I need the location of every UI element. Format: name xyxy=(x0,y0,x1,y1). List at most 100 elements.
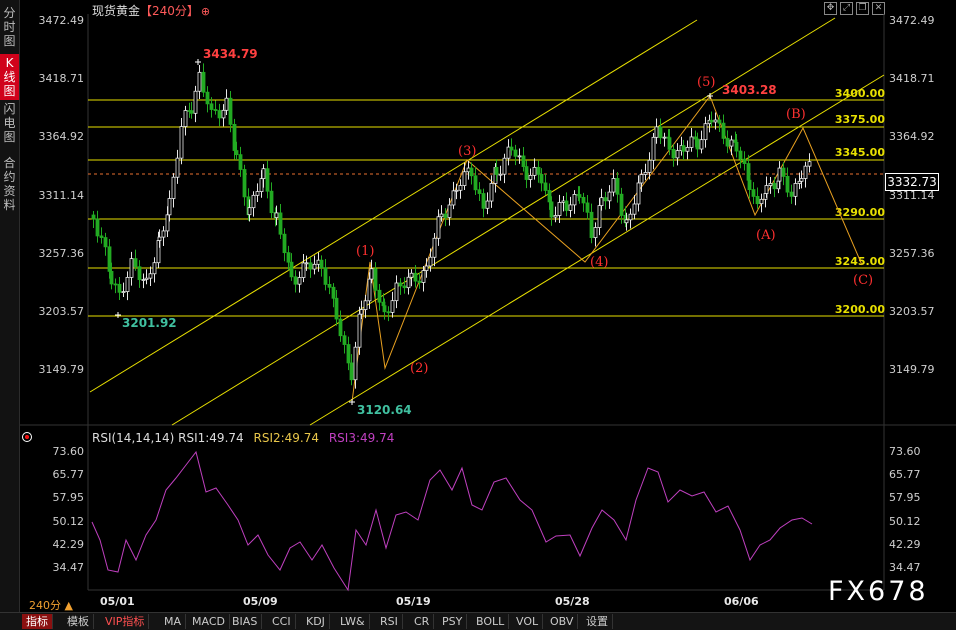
circle-plus-icon[interactable]: ⊕ xyxy=(200,5,211,18)
tab-cci[interactable]: CCI xyxy=(268,614,296,629)
wave-label-2: (2) xyxy=(410,361,428,376)
candle-body xyxy=(308,262,313,270)
candle-body xyxy=(259,178,264,192)
date-label: 05/28 xyxy=(555,595,590,608)
tab-templates[interactable]: 模板 xyxy=(63,614,94,629)
candle-body xyxy=(603,197,608,202)
bottom-toolbar: 指标 模板 VIP指标 MA MACD BIAS CCI KDJ LW& RSI… xyxy=(0,612,956,630)
candle-body xyxy=(382,305,387,313)
candle-body xyxy=(95,218,100,237)
candle-body xyxy=(165,214,170,232)
candle-body xyxy=(386,311,391,314)
sidebar-tab-kline[interactable]: K线图 xyxy=(0,54,19,100)
sidebar-tab-timeshare[interactable]: 分时图 xyxy=(3,6,16,48)
candle-body xyxy=(502,157,507,175)
candle-body xyxy=(632,203,637,215)
tab-settings[interactable]: 设置 xyxy=(582,614,613,629)
candle-body xyxy=(224,97,229,111)
left-sidebar: 分时图 K线图 闪电图 合约资料 xyxy=(0,0,20,612)
candle-body xyxy=(251,194,256,209)
rsi-tick-left: 42.29 xyxy=(53,538,85,551)
tab-psy[interactable]: PSY xyxy=(438,614,468,629)
price-tick-right: 3257.36 xyxy=(889,247,935,260)
candle-body xyxy=(109,270,114,285)
candle-body xyxy=(725,137,730,147)
candle-body xyxy=(157,236,162,241)
candle-body xyxy=(498,173,503,176)
tab-rsi[interactable]: RSI xyxy=(376,614,403,629)
candle-body xyxy=(689,136,694,148)
rsi-tick-right: 34.47 xyxy=(889,561,921,574)
level-label: 3400.00 xyxy=(835,87,885,100)
rsi3-value: RSI3:49.74 xyxy=(328,431,395,445)
candle-body xyxy=(721,122,726,139)
candle-body xyxy=(615,178,620,195)
tab-kdj[interactable]: KDJ xyxy=(302,614,330,629)
candle-body xyxy=(695,138,700,150)
candle-body xyxy=(481,193,486,209)
candlestick-series xyxy=(91,63,812,389)
candle-body xyxy=(458,185,463,191)
candle-body xyxy=(312,263,317,270)
candle-body xyxy=(247,207,252,216)
candle-body xyxy=(323,267,328,285)
price-tick-left: 3418.71 xyxy=(39,72,85,85)
candle-body xyxy=(462,171,467,186)
candle-body xyxy=(179,126,184,159)
candle-body xyxy=(793,183,798,197)
candle-body xyxy=(338,318,343,337)
candle-body xyxy=(221,109,226,119)
tab-cr[interactable]: CR xyxy=(410,614,435,629)
candle-body xyxy=(589,211,594,239)
rsi-tick-left: 73.60 xyxy=(53,445,85,458)
candle-body xyxy=(454,189,459,192)
tab-lw[interactable]: LW& xyxy=(336,614,370,629)
candle-body xyxy=(265,168,270,192)
candle-body xyxy=(238,154,243,170)
tab-obv[interactable]: OBV xyxy=(546,614,579,629)
candle-body xyxy=(278,212,283,235)
candle-body xyxy=(651,136,656,161)
chart-title: 现货黄金【240分】 ⊕ xyxy=(92,2,210,19)
indicator-settings-icon[interactable] xyxy=(22,432,32,442)
candle-body xyxy=(167,198,172,216)
tab-macd[interactable]: MACD xyxy=(188,614,230,629)
restore-icon[interactable]: ❐ xyxy=(856,2,869,15)
tab-ma[interactable]: MA xyxy=(160,614,187,629)
low-price-label: 3120.64 xyxy=(357,403,412,417)
period-selector[interactable]: 240分 ▲ xyxy=(29,599,73,612)
candle-body xyxy=(353,346,358,381)
move-icon[interactable]: ⤢ xyxy=(840,2,853,15)
tab-indicators[interactable]: 指标 xyxy=(22,614,53,629)
close-icon[interactable]: ✕ xyxy=(872,2,885,15)
candle-body xyxy=(628,213,633,221)
candle-body xyxy=(647,159,652,173)
tab-vol[interactable]: VOL xyxy=(512,614,544,629)
candle-body xyxy=(561,200,566,203)
candle-body xyxy=(803,165,808,179)
candle-body xyxy=(509,146,514,151)
price-chart[interactable]: 3472.49 3418.71 3364.92 3311.14 3257.36 … xyxy=(0,0,956,612)
rsi-tick-right: 65.77 xyxy=(889,468,921,481)
tab-vip-indicators[interactable]: VIP指标 xyxy=(101,614,150,629)
candle-body xyxy=(742,158,747,164)
candle-body xyxy=(421,270,426,283)
candle-body xyxy=(369,268,374,280)
sidebar-tab-contract-info[interactable]: 合约资料 xyxy=(3,156,16,212)
sidebar-tab-flash[interactable]: 闪电图 xyxy=(3,102,16,144)
candle-body xyxy=(764,185,769,194)
price-tick-right: 3311.14 xyxy=(889,189,935,202)
candle-body xyxy=(398,282,403,287)
candle-body xyxy=(747,179,752,191)
fullscreen-icon[interactable]: ✥ xyxy=(824,2,837,15)
wave-label-A: (A) xyxy=(756,228,776,243)
price-tick-right: 3149.79 xyxy=(889,363,935,376)
tab-bias[interactable]: BIAS xyxy=(228,614,263,629)
candle-body xyxy=(213,109,218,111)
tab-boll[interactable]: BOLL xyxy=(472,614,510,629)
wave-label-4: (4) xyxy=(590,255,608,270)
candle-body xyxy=(197,71,202,92)
candle-body xyxy=(304,262,309,265)
rsi1-value: RSI1:49.74 xyxy=(178,431,244,445)
candle-body xyxy=(117,283,122,293)
